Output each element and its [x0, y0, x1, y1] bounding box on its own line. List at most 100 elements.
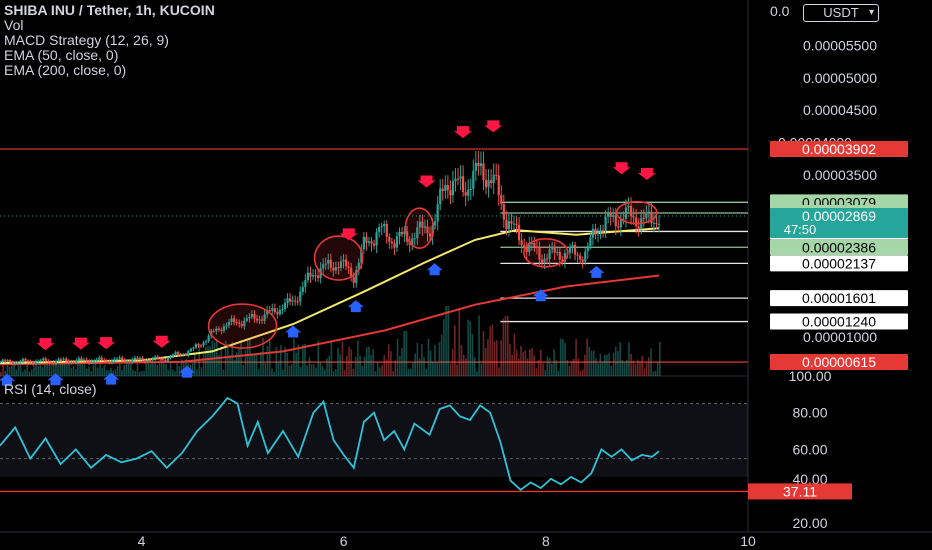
rsi-legend[interactable]: RSI (14, close) [4, 381, 97, 397]
legend-ema200[interactable]: EMA (200, close, 0) [4, 62, 127, 78]
volume-bar [319, 362, 322, 376]
candle-body [233, 318, 236, 323]
candle-body [520, 240, 523, 246]
candle-body [197, 344, 200, 346]
volume-bar [654, 370, 657, 376]
volume-bar [394, 360, 397, 376]
volume-bar [132, 369, 134, 376]
legend-macd[interactable]: MACD Strategy (12, 26, 9) [4, 32, 169, 48]
volume-bar [85, 368, 88, 376]
candle-body [497, 175, 500, 196]
volume-bar [473, 357, 476, 376]
volume-bar [222, 369, 225, 376]
volume-bar [61, 360, 64, 376]
candle-body [189, 348, 192, 352]
candle-body [273, 308, 276, 313]
volume-bar [264, 362, 267, 376]
candle-body [222, 326, 226, 331]
volume-bar [171, 369, 174, 376]
legend-ema50[interactable]: EMA (50, close, 0) [4, 47, 119, 63]
volume-bar [533, 355, 536, 376]
volume-bar [271, 368, 273, 376]
legend-title[interactable]: SHIBA INU / Tether, 1h, KUCOIN [4, 2, 215, 18]
candle-body [291, 300, 294, 302]
candle-body [72, 361, 75, 363]
volume-bar [74, 369, 77, 376]
candle-body [151, 358, 154, 361]
candle-body [21, 358, 25, 361]
level-tag-label: 0.00002137 [802, 255, 876, 271]
volume-bar [392, 371, 394, 376]
volume-bar [414, 353, 416, 376]
volume-bar [504, 316, 507, 376]
volume-bar [279, 345, 282, 376]
candle-body [164, 359, 167, 361]
ema50-line [0, 227, 660, 364]
candle-body [525, 248, 528, 253]
volume-bar [500, 340, 502, 376]
volume-bar [352, 368, 355, 376]
sell-arrow-icon [612, 162, 631, 175]
rsi-tick-label: 100.00 [789, 368, 832, 384]
candle-body [283, 303, 287, 310]
volume-bar [200, 367, 203, 376]
candle-body [439, 188, 442, 205]
level-tag [770, 354, 908, 371]
volume-bar [57, 364, 59, 376]
volume-bar [535, 368, 538, 376]
volume-bar [387, 344, 390, 376]
candle-body [314, 275, 317, 277]
volume-bar [460, 344, 463, 376]
candle-body [202, 342, 205, 346]
candle-body [324, 263, 327, 265]
volume-bar [121, 370, 123, 376]
candle-body [655, 222, 658, 225]
volume-bar [465, 358, 467, 376]
candle-body [383, 224, 386, 227]
volume-bar [595, 358, 597, 376]
volume-bar [524, 350, 527, 376]
volume-bar [555, 360, 558, 376]
candle-body [82, 359, 86, 361]
candle-body [146, 360, 149, 362]
currency-dropdown[interactable]: USDT ▾ [803, 4, 879, 22]
volume-bar [79, 358, 81, 376]
volume-bar [52, 359, 55, 376]
candle-body [355, 270, 358, 283]
legend-vol[interactable]: Vol [4, 17, 24, 33]
candle-body [258, 319, 261, 321]
volume-bar [544, 370, 547, 376]
candle-body [617, 226, 620, 228]
ema200-line [0, 274, 660, 366]
price-tick-label: 0.00001000 [803, 329, 877, 345]
candle-body [545, 258, 549, 260]
chart-legend: SHIBA INU / Tether, 1h, KUCOIN Vol MACD … [4, 3, 215, 78]
volume-bar [301, 344, 304, 376]
candle-body [327, 259, 330, 264]
candle-body [462, 176, 465, 193]
price-tick-label: 0.00005500 [803, 37, 877, 53]
volume-bar [293, 338, 295, 376]
volume-bar [579, 371, 582, 376]
candle-body [70, 361, 73, 363]
candle-body [339, 261, 343, 269]
volume-bar [548, 357, 551, 376]
volume-bar [436, 361, 439, 376]
candle-body [103, 359, 106, 361]
level-tag-label: 0.00003902 [802, 141, 876, 157]
volume-bar [297, 344, 300, 376]
price-tick-label: 0.0 [770, 3, 790, 19]
sell-arrow-icon [453, 126, 472, 139]
volume-bar [37, 365, 40, 376]
candle-body [159, 358, 162, 360]
volume-bar [502, 318, 505, 376]
volume-bar [577, 358, 580, 376]
candle-body [367, 241, 371, 243]
candle-body [90, 361, 93, 364]
volume-bar [656, 362, 659, 376]
candle-body [253, 314, 256, 319]
candle-body [629, 205, 633, 217]
candle-body [271, 308, 274, 311]
candle-body [502, 204, 505, 220]
